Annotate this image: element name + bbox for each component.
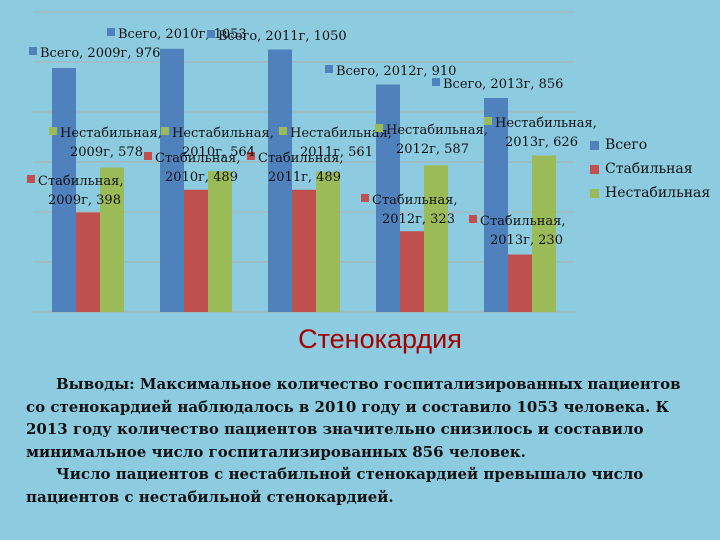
conclusion-paragraph-2: Число пациентов с нестабильной стенокард… bbox=[26, 465, 644, 506]
legend-swatch-stable bbox=[590, 164, 599, 174]
data-label-text: Стабильная, 2011г, 489 bbox=[258, 151, 343, 185]
data-label-line-2: 2012г, 587 bbox=[396, 142, 469, 157]
bar-stable-2010г bbox=[184, 189, 208, 312]
data-label-stable-2009г: Стабильная, 2009г, 398 bbox=[27, 174, 123, 208]
data-label-line-2: 2009г, 578 bbox=[70, 145, 143, 160]
bar-total-2012г bbox=[376, 84, 400, 312]
chart-title: Стенокардия bbox=[298, 324, 462, 354]
data-label-line-2: 2011г, 489 bbox=[268, 170, 341, 185]
bar-total-2013г bbox=[484, 98, 508, 312]
data-label-text: Стабильная, 2013г, 230 bbox=[480, 214, 565, 248]
data-label-swatch bbox=[29, 47, 37, 55]
data-label-line-2: 2010г, 564 bbox=[182, 145, 255, 160]
legend-label-total: Всего bbox=[605, 137, 648, 153]
conclusion-text: Выводы: Максимальное количество госпитал… bbox=[26, 373, 698, 508]
data-label-line-1: Нестабильная, bbox=[495, 116, 597, 131]
legend-swatch-unstable bbox=[590, 188, 599, 198]
data-label-unstable-2010г: Нестабильная, 2010г, 564 bbox=[161, 126, 274, 160]
data-label-swatch bbox=[279, 127, 287, 135]
data-label-total-2013г: Всего, 2013г, 856 bbox=[432, 77, 563, 92]
data-label-total-2012г: Всего, 2012г, 910 bbox=[325, 64, 456, 79]
data-label-line-2: 2011г, 561 bbox=[300, 145, 373, 160]
bar-total-2010г bbox=[160, 48, 184, 312]
data-label-text: Стабильная, 2010г, 489 bbox=[155, 151, 240, 185]
legend-swatch-total bbox=[590, 140, 599, 150]
legend-item-unstable: Нестабильная bbox=[590, 181, 715, 205]
data-label-text: Всего, 2011г, 1050 bbox=[218, 29, 347, 44]
data-label-line-1: Стабильная, bbox=[155, 151, 240, 166]
bar-unstable-2011г bbox=[316, 171, 340, 312]
conclusion-paragraph-1: Выводы: Максимальное количество госпитал… bbox=[26, 375, 681, 461]
bar-total-2009г bbox=[52, 68, 76, 312]
data-label-text: Всего, 2013г, 856 bbox=[443, 77, 563, 92]
data-label-line-2: 2013г, 230 bbox=[490, 233, 563, 248]
data-label-text: Стабильная, 2009г, 398 bbox=[38, 174, 123, 208]
data-label-swatch bbox=[27, 175, 35, 183]
bar-unstable-2013г bbox=[532, 155, 556, 312]
data-label-unstable-2011г: Нестабильная, 2011г, 561 bbox=[279, 126, 392, 160]
data-label-swatch bbox=[325, 65, 333, 73]
data-label-line-1: Стабильная, bbox=[258, 151, 343, 166]
bar-total-2011г bbox=[268, 49, 292, 312]
data-label-text: Нестабильная, 2009г, 578 bbox=[60, 126, 162, 160]
data-label-stable-2011г: Стабильная, 2011г, 489 bbox=[247, 151, 343, 185]
data-label-line-1: Нестабильная, bbox=[386, 123, 488, 138]
data-label-text: Стабильная, 2012г, 323 bbox=[372, 193, 457, 227]
data-label-swatch bbox=[469, 215, 477, 223]
data-label-stable-2010г: Стабильная, 2010г, 489 bbox=[144, 151, 240, 185]
legend-label-stable: Стабильная bbox=[605, 161, 693, 177]
bar-unstable-2010г bbox=[208, 171, 232, 312]
data-label-swatch bbox=[375, 124, 383, 132]
data-label-text: Всего, 2009г, 976 bbox=[40, 46, 160, 61]
data-label-text: Нестабильная, 2012г, 587 bbox=[386, 123, 488, 157]
data-label-unstable-2013г: Нестабильная, 2013г, 626 bbox=[484, 116, 597, 150]
legend-item-stable: Стабильная bbox=[590, 157, 715, 181]
bar-unstable-2012г bbox=[424, 165, 448, 312]
bar-stable-2013г bbox=[508, 254, 532, 312]
bar-stable-2011г bbox=[292, 189, 316, 312]
data-label-total-2011г: Всего, 2011г, 1050 bbox=[207, 29, 347, 44]
data-label-swatch bbox=[49, 127, 57, 135]
data-label-total-2009г: Всего, 2009г, 976 bbox=[29, 46, 160, 61]
data-label-swatch bbox=[432, 78, 440, 86]
bar-stable-2009г bbox=[76, 212, 100, 312]
data-label-line-2: 2012г, 323 bbox=[382, 212, 455, 227]
data-label-line-2: 2013г, 626 bbox=[505, 135, 578, 150]
data-label-swatch bbox=[484, 117, 492, 125]
data-label-line-1: Стабильная, bbox=[372, 193, 457, 208]
data-label-swatch bbox=[107, 28, 115, 36]
data-label-line-2: 2010г, 489 bbox=[165, 170, 238, 185]
data-label-stable-2013г: Стабильная, 2013г, 230 bbox=[469, 214, 565, 248]
data-label-text: Нестабильная, 2013г, 626 bbox=[495, 116, 597, 150]
data-label-unstable-2009г: Нестабильная, 2009г, 578 bbox=[49, 126, 162, 160]
bar-unstable-2009г bbox=[100, 167, 124, 312]
bar-stable-2012г bbox=[400, 231, 424, 312]
data-label-swatch bbox=[161, 127, 169, 135]
data-label-text: Всего, 2012г, 910 bbox=[336, 64, 456, 79]
legend-label-unstable: Нестабильная bbox=[605, 185, 711, 201]
data-label-line-1: Нестабильная, bbox=[290, 126, 392, 141]
data-label-stable-2012г: Стабильная, 2012г, 323 bbox=[361, 193, 457, 227]
data-label-text: Нестабильная, 2011г, 561 bbox=[290, 126, 392, 160]
data-label-swatch bbox=[361, 194, 369, 202]
data-label-line-1: Стабильная, bbox=[480, 214, 565, 229]
legend: Всего Стабильная Нестабильная bbox=[590, 133, 715, 205]
data-label-unstable-2012г: Нестабильная, 2012г, 587 bbox=[375, 123, 488, 157]
data-label-line-1: Стабильная, bbox=[38, 174, 123, 189]
data-label-swatch bbox=[144, 152, 152, 160]
data-label-swatch bbox=[247, 152, 255, 160]
data-label-line-1: Нестабильная, bbox=[172, 126, 274, 141]
data-label-line-1: Нестабильная, bbox=[60, 126, 162, 141]
data-label-swatch bbox=[207, 30, 215, 38]
bars bbox=[52, 48, 556, 312]
data-label-line-2: 2009г, 398 bbox=[48, 193, 121, 208]
legend-item-total: Всего bbox=[590, 133, 715, 157]
data-label-text: Нестабильная, 2010г, 564 bbox=[172, 126, 274, 160]
